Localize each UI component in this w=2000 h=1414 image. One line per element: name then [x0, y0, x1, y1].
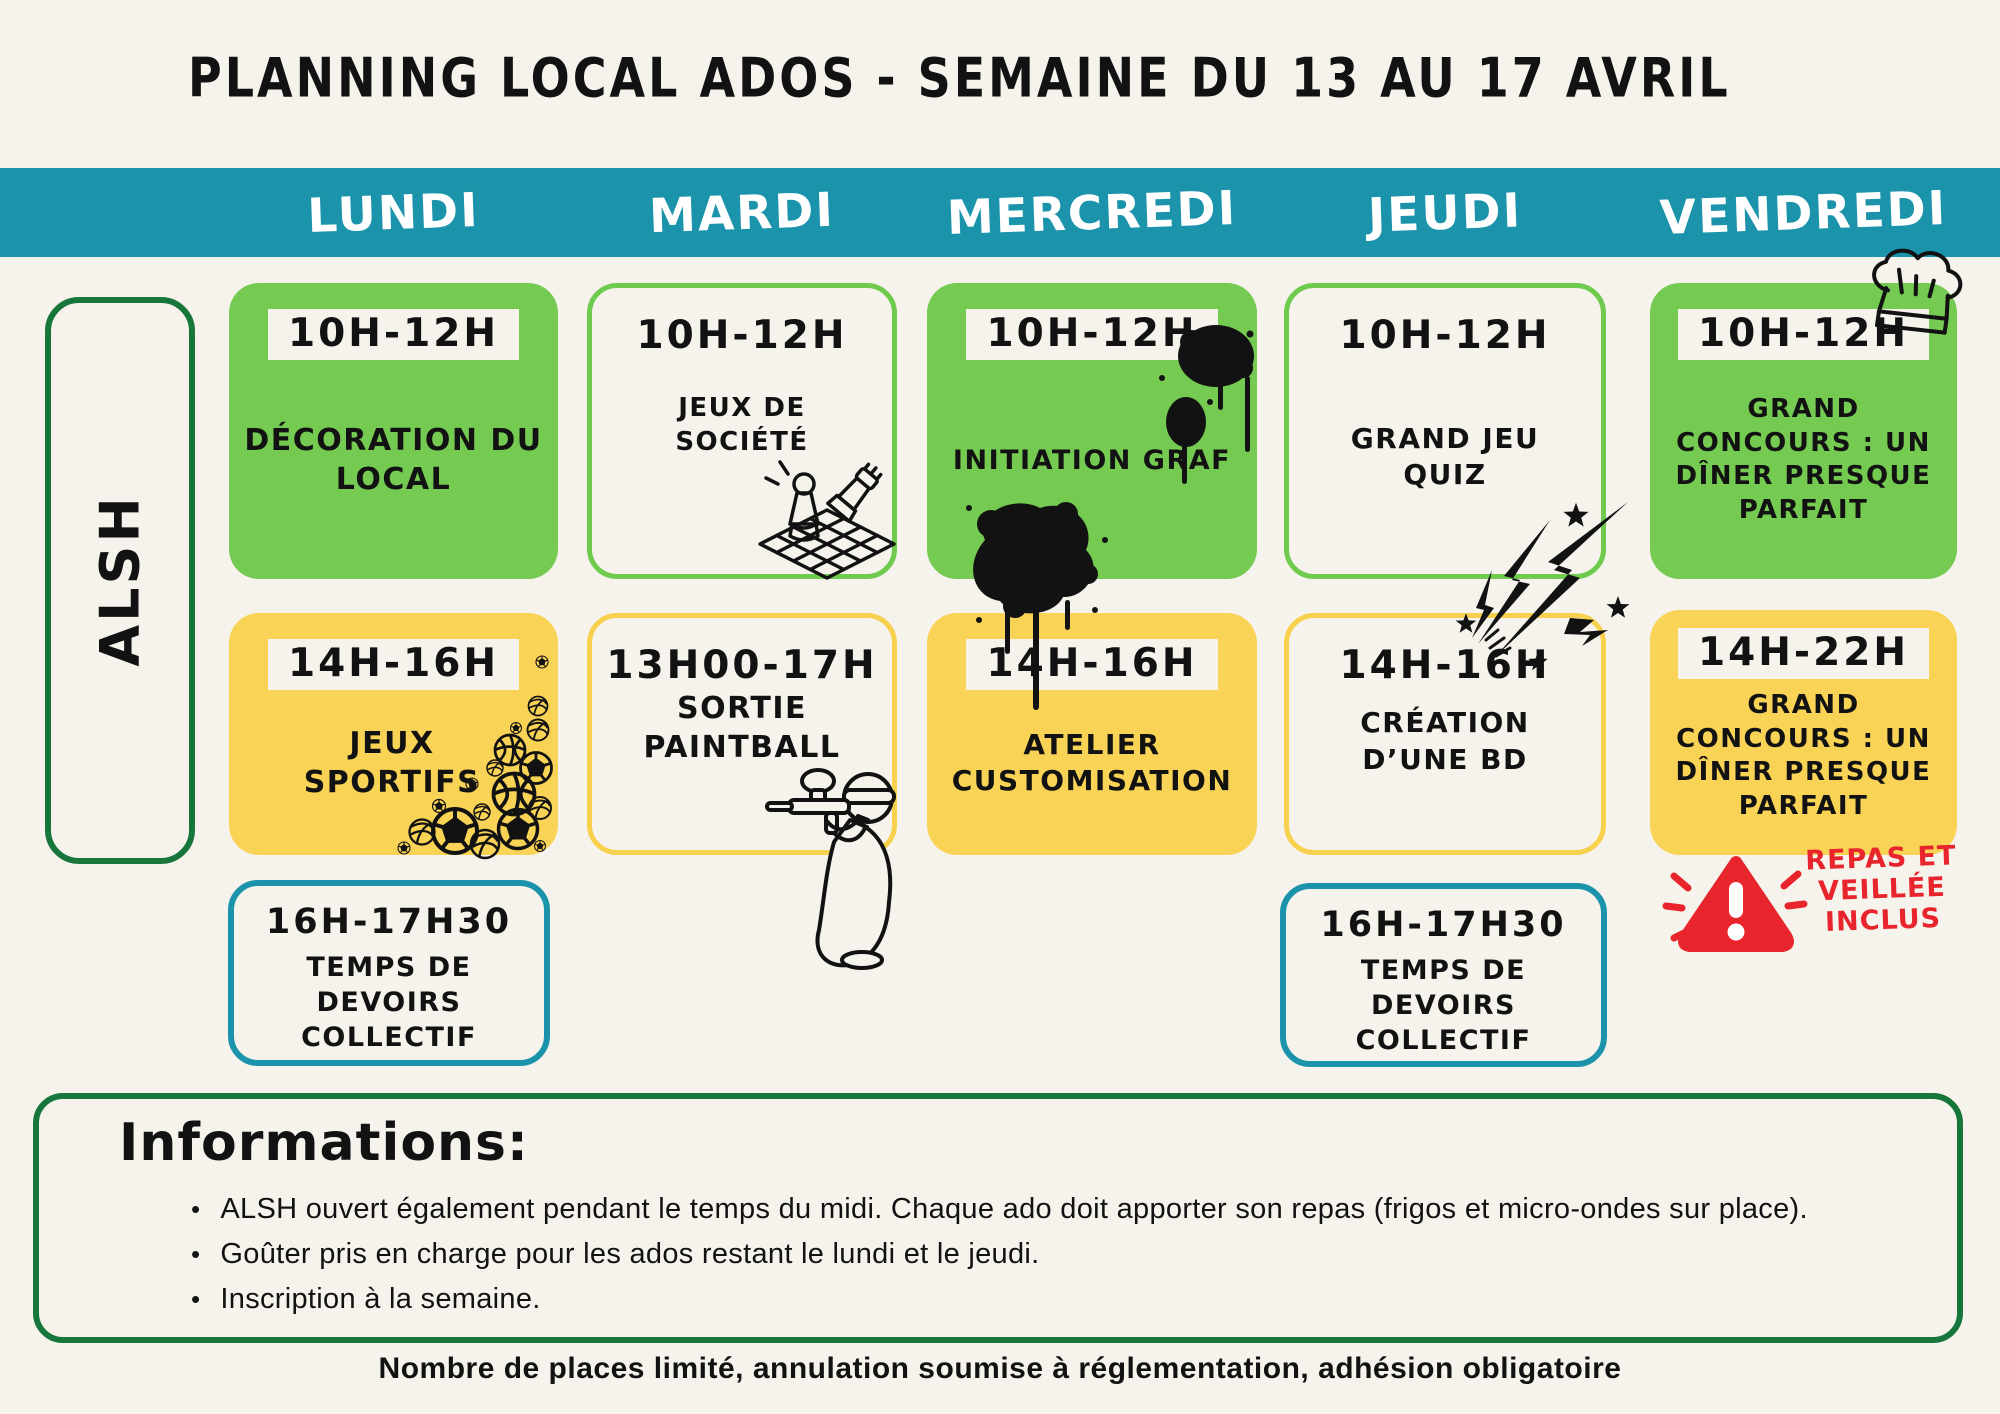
time-label: 13H00-17H	[606, 643, 878, 688]
lightning-bolts-icon	[1452, 498, 1642, 671]
card-lundi-matin: 10H-12H DÉCORATION DU LOCAL	[229, 283, 558, 579]
warning-badge: REPAS ET VEILLÉE INCLUS	[1804, 840, 1957, 939]
info-bullet: • Inscription à la semaine.	[191, 1277, 1957, 1322]
card-jeudi-devoirs: 16H-17H30 TEMPS DE DEVOIRS COLLECTIF	[1280, 883, 1607, 1067]
footer-note: Nombre de places limité, annulation soum…	[378, 1352, 1622, 1385]
activity-title: JEUX SPORTIFS	[303, 726, 481, 801]
page-title: PLANNING LOCAL ADOS - SEMAINE DU 13 AU 1…	[188, 46, 1731, 110]
sidebar-alsh-label: ALSH	[88, 494, 152, 667]
informations-heading: Informations:	[119, 1113, 529, 1173]
time-label: 10H-12H	[636, 313, 848, 358]
card-jeudi-aprem: 14H-16H CRÉATION D’UNE BD	[1284, 613, 1606, 855]
sports-balls-icon	[392, 648, 562, 860]
card-lundi-devoirs: 16H-17H30 TEMPS DE DEVOIRS COLLECTIF	[228, 880, 550, 1066]
card-vendredi-aprem: 14H-22H GRAND CONCOURS : UN DÎNER PRESQU…	[1650, 610, 1957, 855]
spray-splatter-icon	[1148, 318, 1263, 493]
activity-title: GRAND CONCOURS : UN DÎNER PRESQUE PARFAI…	[1675, 393, 1932, 526]
card-jeudi-matin: 10H-12H GRAND JEU QUIZ	[1284, 283, 1606, 579]
time-label: 14H-16H	[1339, 643, 1551, 688]
informations-box: Informations: • ALSH ouvert également pe…	[33, 1093, 1963, 1343]
time-label: 10H-12H	[267, 309, 519, 360]
card-mardi-aprem: 13H00-17H SORTIE PAINTBALL	[587, 613, 897, 855]
day-header-bar	[0, 168, 2000, 257]
info-bullet-text: Goûter pris en charge pour les ados rest…	[220, 1238, 1040, 1270]
time-label: 14H-16H	[966, 639, 1218, 690]
day-label-lundi: LUNDI	[306, 183, 481, 244]
spray-splatter-icon	[945, 478, 1120, 728]
activity-title: TEMPS DE DEVOIRS COLLECTIF	[1355, 955, 1532, 1057]
time-label: 14H-22H	[1677, 628, 1929, 679]
time-label: 10H-12H	[1339, 313, 1551, 358]
warning-triangle-icon	[1662, 850, 1808, 954]
info-bullet: • Goûter pris en charge pour les ados re…	[191, 1232, 1957, 1277]
activity-title: GRAND CONCOURS : UN DÎNER PRESQUE PARFAI…	[1675, 689, 1932, 822]
info-bullet: • ALSH ouvert également pendant le temps…	[191, 1187, 1957, 1232]
time-label: 14H-16H	[267, 639, 519, 690]
day-label-mercredi: MERCREDI	[945, 180, 1239, 247]
card-mardi-matin: 10H-12H JEUX DE SOCIÉTÉ	[587, 283, 897, 579]
activity-title: DÉCORATION DU LOCAL	[244, 423, 543, 498]
activity-title: SORTIE PAINTBALL	[643, 690, 841, 765]
activity-title: ATELIER CUSTOMISATION	[951, 728, 1233, 798]
time-label: 10H-12H	[1677, 309, 1929, 360]
time-label: 10H-12H	[966, 309, 1218, 360]
time-label: 16H-17H30	[265, 902, 513, 942]
info-bullet-text: Inscription à la semaine.	[220, 1283, 541, 1315]
activity-title: GRAND JEU QUIZ	[1350, 422, 1540, 492]
time-label: 16H-17H30	[1320, 905, 1567, 945]
day-label-vendredi: VENDREDI	[1658, 180, 1949, 247]
informations-list: • ALSH ouvert également pendant le temps…	[191, 1187, 1957, 1322]
activity-title: CRÉATION D’UNE BD	[1360, 706, 1530, 776]
day-label-jeudi: JEUDI	[1366, 183, 1524, 244]
day-label-mardi: MARDI	[648, 182, 836, 245]
bullet-dot-icon: •	[191, 1194, 201, 1224]
activity-title: TEMPS DE DEVOIRS COLLECTIF	[301, 952, 477, 1054]
activity-title: JEUX DE SOCIÉTÉ	[675, 393, 809, 458]
info-bullet-text: ALSH ouvert également pendant le temps d…	[220, 1193, 1808, 1225]
chess-board-icon	[752, 448, 902, 580]
chef-hat-icon	[1852, 239, 1976, 346]
paintball-player-icon	[762, 752, 912, 970]
bullet-dot-icon: •	[191, 1239, 201, 1269]
card-mercredi-aprem: 14H-16H ATELIER CUSTOMISATION	[927, 613, 1257, 855]
bullet-dot-icon: •	[191, 1284, 201, 1314]
sidebar-alsh: ALSH	[45, 297, 195, 864]
card-vendredi-matin: 10H-12H GRAND CONCOURS : UN DÎNER PRESQU…	[1650, 283, 1957, 579]
